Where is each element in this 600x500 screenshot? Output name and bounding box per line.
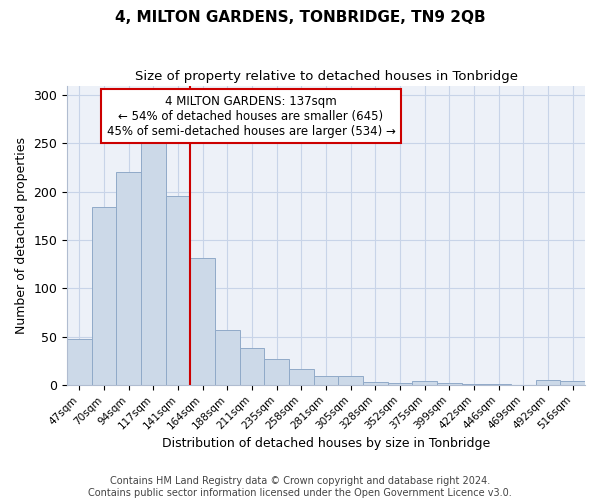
Bar [560, 381, 585, 385]
Text: 4, MILTON GARDENS, TONBRIDGE, TN9 2QB: 4, MILTON GARDENS, TONBRIDGE, TN9 2QB [115, 10, 485, 25]
Bar [92, 207, 116, 385]
Bar [437, 383, 462, 385]
X-axis label: Distribution of detached houses by size in Tonbridge: Distribution of detached houses by size … [162, 437, 490, 450]
Bar [116, 172, 141, 385]
Bar [240, 348, 265, 385]
Y-axis label: Number of detached properties: Number of detached properties [15, 136, 28, 334]
Bar [363, 382, 388, 385]
Text: Contains HM Land Registry data © Crown copyright and database right 2024.
Contai: Contains HM Land Registry data © Crown c… [88, 476, 512, 498]
Bar [67, 340, 92, 385]
Bar [166, 196, 190, 385]
Bar [190, 258, 215, 385]
Bar [412, 381, 437, 385]
Bar [487, 384, 511, 385]
Bar [215, 330, 240, 385]
Bar [141, 144, 166, 385]
Bar [314, 376, 338, 385]
Title: Size of property relative to detached houses in Tonbridge: Size of property relative to detached ho… [134, 70, 518, 83]
Text: 4 MILTON GARDENS: 137sqm
← 54% of detached houses are smaller (645)
45% of semi-: 4 MILTON GARDENS: 137sqm ← 54% of detach… [107, 94, 395, 138]
Bar [289, 370, 314, 385]
Bar [388, 383, 412, 385]
Bar [536, 380, 560, 385]
Bar [338, 376, 363, 385]
Bar [265, 359, 289, 385]
Bar [462, 384, 487, 385]
